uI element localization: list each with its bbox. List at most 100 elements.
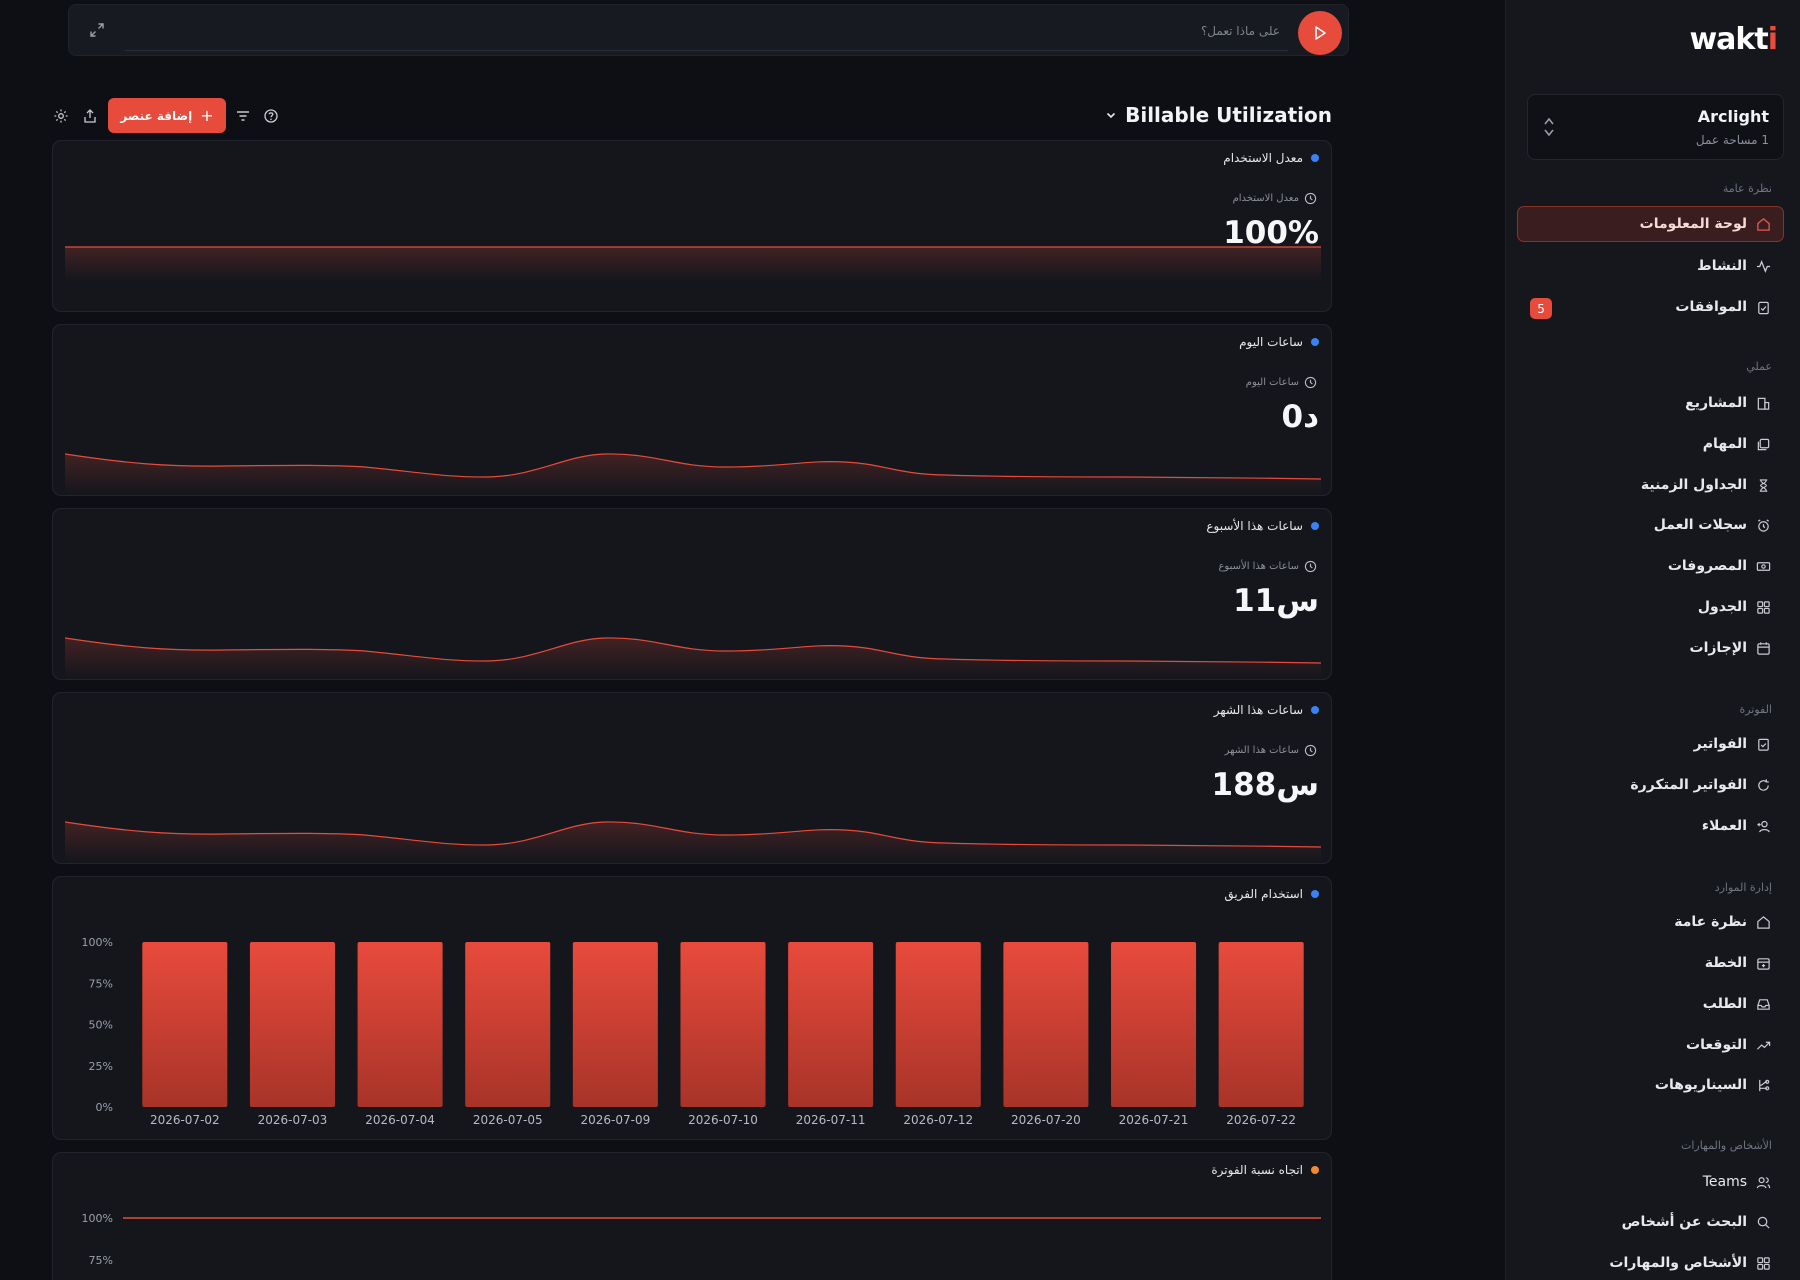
bar[interactable]	[1003, 942, 1089, 1107]
bar[interactable]	[1218, 942, 1304, 1107]
sidebar-item-expenses[interactable]: المصروفات	[1517, 548, 1784, 584]
x-tick-label: 2026-07-20	[1011, 1113, 1081, 1127]
home-icon	[1755, 914, 1771, 930]
dashboard-toolbar: Billable Utilization + إضافة عنصر	[52, 96, 1332, 136]
expand-icon[interactable]	[89, 22, 105, 38]
bar[interactable]	[572, 942, 658, 1107]
x-tick-label: 2026-07-04	[365, 1113, 435, 1127]
sidebar: wakti Arclight 1 مساحة عمل نظرة عامة لوح…	[1505, 0, 1800, 1280]
settings-icon[interactable]	[52, 107, 70, 125]
metric-value: 188س	[1211, 767, 1320, 803]
bar[interactable]	[680, 942, 766, 1107]
workspace-name: Arclight	[1697, 107, 1769, 126]
sidebar-item-timesheets[interactable]: الجداول الزمنية	[1517, 467, 1784, 503]
sidebar-item-resources-overview[interactable]: نظرة عامة	[1517, 904, 1784, 940]
series-dot	[1311, 522, 1319, 530]
sidebar-item-demand[interactable]: الطلب	[1517, 986, 1784, 1022]
bar[interactable]	[1111, 942, 1197, 1107]
sidebar-item-recurring-invoices[interactable]: الفواتير المتكررة	[1517, 767, 1784, 803]
sidebar-item-scenarios[interactable]: السيناريوهات	[1517, 1067, 1784, 1103]
clock-icon	[1304, 192, 1317, 205]
bar[interactable]	[142, 942, 228, 1107]
git-branch-icon	[1755, 1077, 1771, 1093]
add-widget-button[interactable]: + إضافة عنصر	[108, 98, 226, 133]
banknote-icon	[1755, 558, 1771, 574]
clock-icon	[1304, 744, 1317, 757]
help-icon[interactable]	[262, 107, 280, 125]
sidebar-item-projects[interactable]: المشاريع	[1517, 385, 1784, 421]
bar[interactable]	[895, 942, 981, 1107]
sidebar-item-worklogs[interactable]: سجلات العمل	[1517, 507, 1784, 543]
series-dot	[1311, 706, 1319, 714]
search-icon	[1755, 1214, 1771, 1230]
x-tick-label: 2026-07-11	[796, 1113, 866, 1127]
widget-title: استخدام الفريق	[1224, 887, 1319, 901]
trending-up-icon	[1755, 1037, 1771, 1053]
sidebar-item-label: النشاط	[1697, 258, 1747, 274]
workspace-switcher[interactable]: Arclight 1 مساحة عمل	[1527, 94, 1784, 160]
sidebar-item-plan[interactable]: الخطة	[1517, 945, 1784, 981]
section-people: الأشخاص والمهارات	[1680, 1139, 1772, 1152]
refresh-icon	[1755, 777, 1771, 793]
prompt-bar: على ماذا تعمل؟	[68, 4, 1349, 56]
bar[interactable]	[249, 942, 335, 1107]
sidebar-item-people-skills[interactable]: الأشخاص والمهارات	[1517, 1245, 1784, 1280]
sidebar-item-schedule[interactable]: الجدول	[1517, 589, 1784, 625]
widget-hours-week: ساعات هذا الأسبوع ساعات هذا الأسبوع 11س	[52, 508, 1332, 680]
clock-icon	[1304, 376, 1317, 389]
sidebar-item-activity[interactable]: النشاط	[1517, 248, 1784, 284]
metric-value: 11س	[1233, 583, 1319, 619]
y-tick-label: 75%	[89, 1254, 113, 1267]
sidebar-item-dashboard[interactable]: لوحة المعلومات	[1517, 206, 1784, 242]
x-tick-label: 2026-07-02	[150, 1113, 220, 1127]
prompt-input[interactable]: على ماذا تعمل؟	[125, 11, 1288, 51]
tasks-icon	[1755, 436, 1771, 452]
send-button[interactable]	[1298, 11, 1342, 55]
app-logo[interactable]: wakti	[1689, 22, 1778, 57]
alarm-clock-icon	[1755, 517, 1771, 533]
activity-icon	[1755, 258, 1771, 274]
widget-title: ساعات هذا الأسبوع	[1206, 519, 1319, 533]
sidebar-item-label: العملاء	[1701, 818, 1747, 834]
sidebar-item-leaves[interactable]: الإجازات	[1517, 630, 1784, 666]
x-tick-label: 2026-07-05	[473, 1113, 543, 1127]
section-billing: الفوترة	[1739, 703, 1772, 716]
metric-label: معدل الاستخدام	[1233, 192, 1317, 205]
metric-value: 0د	[1281, 399, 1320, 435]
sidebar-item-approvals[interactable]: الموافقات 5	[1517, 289, 1784, 325]
sparkline	[65, 821, 1321, 863]
plus-icon: +	[200, 106, 214, 125]
y-tick-label: 100%	[82, 1212, 113, 1225]
home-icon	[1755, 216, 1771, 232]
bar[interactable]	[465, 942, 551, 1107]
widget-utilization-rate: معدل الاستخدام معدل الاستخدام 100%	[52, 140, 1332, 312]
add-widget-label: إضافة عنصر	[120, 108, 193, 123]
filter-icon[interactable]	[234, 107, 252, 125]
share-icon[interactable]	[81, 107, 99, 125]
series-dot	[1311, 890, 1319, 898]
inbox-icon	[1755, 996, 1771, 1012]
metric-label: ساعات اليوم	[1246, 376, 1317, 389]
y-tick-label: 25%	[89, 1060, 113, 1073]
calendar-icon	[1755, 640, 1771, 656]
bar[interactable]	[788, 942, 874, 1107]
sidebar-item-label: نظرة عامة	[1674, 914, 1747, 930]
play-icon	[1315, 26, 1326, 40]
sidebar-item-tasks[interactable]: المهام	[1517, 426, 1784, 462]
sidebar-item-forecasts[interactable]: التوقعات	[1517, 1027, 1784, 1063]
sidebar-item-invoices[interactable]: الفواتير	[1517, 726, 1784, 762]
series-dot	[1311, 1166, 1319, 1174]
series-dot	[1311, 154, 1319, 162]
sidebar-item-label: الجداول الزمنية	[1640, 477, 1747, 493]
grid-icon	[1755, 599, 1771, 615]
sidebar-item-clients[interactable]: العملاء	[1517, 808, 1784, 844]
sidebar-item-teams[interactable]: Teams	[1517, 1164, 1784, 1200]
metric-label: ساعات هذا الأسبوع	[1218, 560, 1317, 573]
users-icon	[1755, 1174, 1771, 1190]
sidebar-item-people-search[interactable]: البحث عن أشخاص	[1517, 1204, 1784, 1240]
dashboard-title-text: Billable Utilization	[1125, 103, 1332, 127]
bar[interactable]	[357, 942, 443, 1107]
widget-hours-today: ساعات اليوم ساعات اليوم 0د	[52, 324, 1332, 496]
sparkline	[65, 453, 1321, 495]
dashboard-title[interactable]: Billable Utilization	[1105, 103, 1332, 127]
